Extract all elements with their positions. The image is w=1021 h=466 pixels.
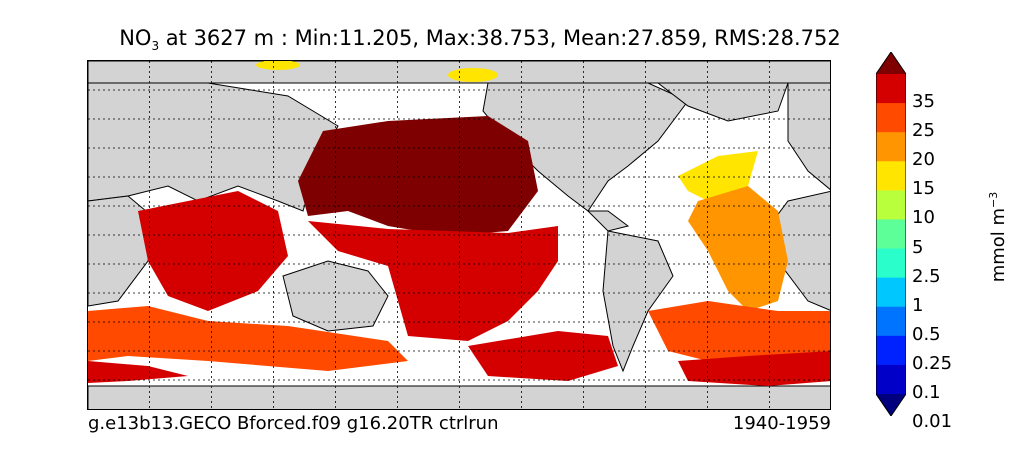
colorbar-tick-label: 35	[912, 91, 935, 113]
europe-land-right	[787, 82, 830, 190]
world-map	[88, 61, 830, 409]
colorbar-segment	[876, 132, 906, 162]
run-caption: g.e13b13.GECO Bforced.f09 g16.20TR ctrlr…	[88, 413, 499, 434]
map-panel	[87, 60, 831, 410]
southern-atlantic-red-region	[678, 351, 830, 386]
colorbar-tick-label: 20	[912, 149, 935, 171]
south-pacific-red-region	[468, 331, 618, 381]
colorbar-segment	[876, 277, 906, 308]
colorbar-tick-label: 5	[912, 236, 924, 258]
arctic-yellow-patch	[256, 61, 300, 70]
colorbar-segment	[876, 248, 906, 279]
colorbar-tick-label: 25	[912, 120, 935, 142]
colorbar-tick-label: 0.01	[912, 411, 953, 433]
indian-ocean-red-region	[138, 191, 288, 311]
title-variable-subscript: 3	[151, 39, 160, 54]
greenland-land	[656, 82, 789, 122]
plot-title: NO3 at 3627 m : Min:11.205, Max:38.753, …	[0, 26, 960, 53]
colorbar-segment	[876, 103, 906, 133]
colorbar-segment	[876, 219, 906, 250]
colorbar-segment	[876, 74, 906, 104]
colorbar-tick-label: 0.1	[912, 382, 941, 403]
colorbar-tick-label: 0.5	[912, 323, 941, 345]
atlantic-orange-region	[688, 186, 788, 311]
south-america-land	[602, 230, 674, 373]
colorbar-unit-label: mmol m−3	[987, 177, 1009, 297]
colorbar-tick-label: 15	[912, 178, 935, 200]
bering-yellow-patch	[448, 68, 498, 82]
south-atlantic-orange-region	[648, 301, 830, 366]
colorbar-extend-min	[876, 394, 906, 416]
north-atlantic-yellow-region	[678, 151, 758, 201]
colorbar-tick-label: 1	[912, 294, 924, 316]
colorbar-tick-label: 0.25	[912, 352, 953, 374]
ocean-field	[88, 61, 830, 386]
colorbar	[876, 52, 906, 416]
colorbar-tick-label: 2.5	[912, 265, 941, 287]
colorbar-tick-label: 10	[912, 207, 935, 229]
title-stats: at 3627 m : Min:11.205, Max:38.753, Mean…	[159, 26, 841, 50]
colorbar-segment	[876, 190, 906, 220]
grid-lines	[88, 61, 830, 409]
colorbar-segment	[876, 306, 906, 337]
colorbar-extend-max	[876, 52, 906, 74]
unit-exponent: −3	[987, 191, 1000, 208]
period-caption: 1940-1959	[732, 413, 831, 434]
north-pacific-max-region	[298, 116, 538, 236]
pacific-red-region	[308, 221, 558, 341]
unit-main: mmol m	[988, 207, 1009, 283]
colorbar-segment	[876, 335, 906, 366]
colorbar-segment	[876, 364, 906, 395]
southern-red-left	[88, 361, 188, 383]
title-variable: NO	[119, 26, 152, 50]
central-america-land	[586, 210, 630, 232]
asia-land-left	[88, 82, 339, 212]
colorbar-segment	[876, 161, 906, 191]
